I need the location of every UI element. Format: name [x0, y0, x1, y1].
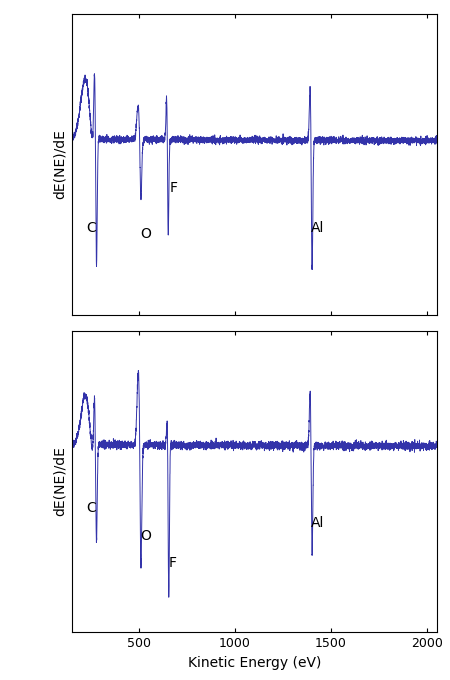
Y-axis label: dE(NE)/dE: dE(NE)/dE: [53, 130, 67, 199]
Text: Al: Al: [311, 221, 324, 235]
Text: Al: Al: [311, 516, 324, 530]
Text: C: C: [86, 500, 96, 515]
Text: O: O: [140, 226, 151, 241]
Text: F: F: [170, 181, 178, 195]
Text: F: F: [168, 556, 176, 571]
Text: C: C: [86, 221, 96, 235]
Text: O: O: [140, 528, 151, 543]
Y-axis label: dE(NE)/dE: dE(NE)/dE: [53, 447, 67, 516]
X-axis label: Kinetic Energy (eV): Kinetic Energy (eV): [188, 656, 321, 670]
